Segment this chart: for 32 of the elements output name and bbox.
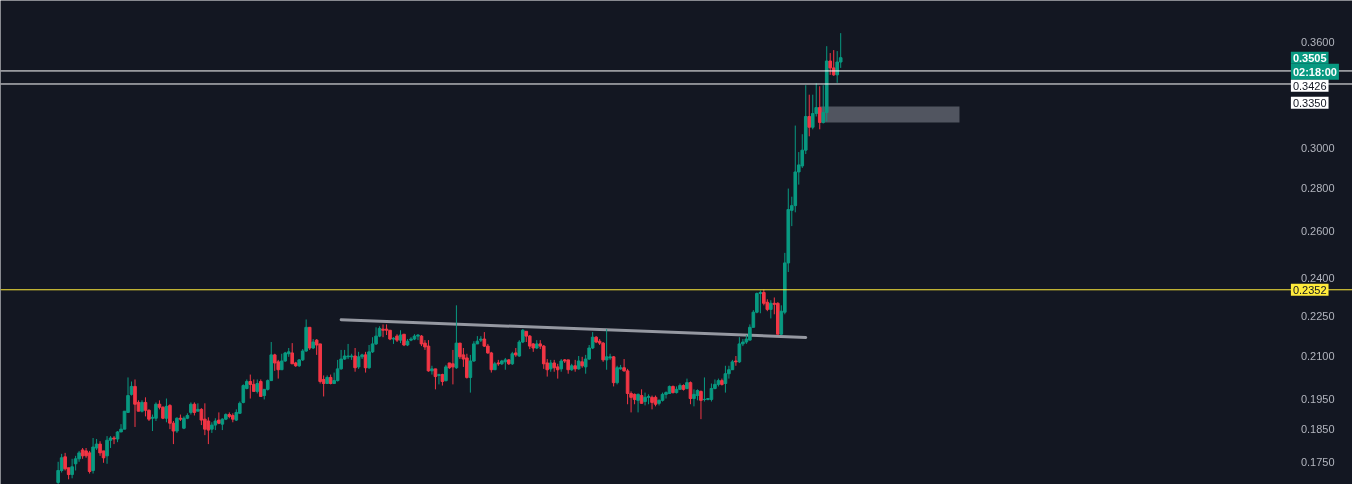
ref-line-label: 0.3426 [1292, 79, 1327, 92]
candlestick [604, 328, 609, 371]
candlestick [608, 353, 612, 361]
candlestick [91, 437, 95, 475]
candlestick [479, 335, 483, 343]
annotation: 02:18:00 [1292, 65, 1337, 78]
candlestick [433, 368, 438, 390]
candlestick [430, 365, 434, 376]
y-tick-label: 0.1950 [1300, 392, 1335, 405]
annotation: 0.3505 [1292, 51, 1327, 64]
candlestick [196, 402, 200, 412]
y-tick-label: 0.2100 [1300, 349, 1335, 362]
candlestick [699, 390, 703, 420]
y-tick-label: 0.2600 [1300, 225, 1335, 238]
candlestick [451, 349, 455, 385]
candlestick [734, 355, 738, 367]
y-tick-label: 0.2250 [1300, 309, 1335, 322]
ref-line-label: 0.2352 [1292, 283, 1327, 296]
candlestick [601, 341, 605, 363]
candlestick [615, 365, 619, 385]
y-tick-label: 0.2800 [1300, 182, 1335, 195]
candlestick [210, 421, 214, 434]
candlestick [817, 85, 822, 130]
y-tick-label: 0.3600 [1300, 36, 1335, 49]
candlestick [643, 392, 647, 406]
legend-label: 0.3350 [1292, 96, 1327, 109]
y-tick-label: 0.1850 [1300, 423, 1335, 436]
y-tick-label: 0.2400 [1300, 272, 1335, 285]
y-tick-label: 0.3000 [1300, 142, 1335, 155]
y-tick-label: 0.1750 [1300, 455, 1335, 468]
candlestick [828, 52, 833, 76]
candlestick [112, 435, 116, 445]
